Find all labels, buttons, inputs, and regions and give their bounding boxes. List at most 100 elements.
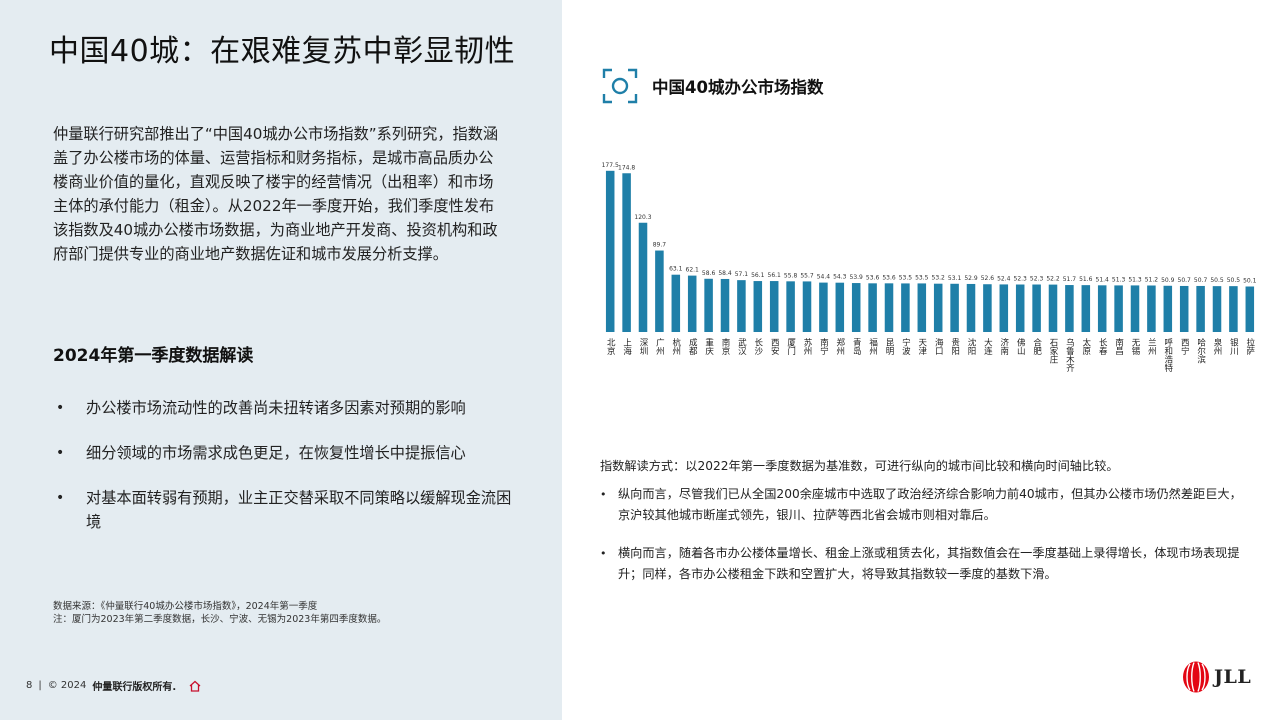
value-label-34: 50.9 bbox=[1161, 277, 1175, 284]
key-findings-list: 办公楼市场流动性的改善尚未扭转诸多因素对预期的影响 细分领域的市场需求成色更足，… bbox=[53, 396, 513, 555]
tick-label-10: 西安 bbox=[769, 338, 779, 356]
value-label-7: 58.4 bbox=[718, 270, 732, 277]
intro-paragraph: 仲量联行研究部推出了“中国40城办公市场指数”系列研究，指数涵盖了办公楼市场的体… bbox=[53, 125, 499, 263]
tick-label-2: 深圳 bbox=[638, 338, 648, 356]
copyright-prefix: © 2024 bbox=[47, 680, 87, 691]
tick-label-25: 佛山 bbox=[1015, 337, 1025, 356]
bar-20 bbox=[933, 283, 943, 332]
tick-label-18: 宁波 bbox=[900, 337, 910, 356]
bar-4 bbox=[671, 274, 681, 332]
bar-9 bbox=[753, 281, 763, 332]
tick-label-9: 长沙 bbox=[753, 337, 763, 355]
tick-label-8: 武汉 bbox=[736, 337, 746, 356]
tick-label-21: 贵阳 bbox=[950, 337, 960, 356]
tick-label-27: 石家庄 bbox=[1048, 338, 1058, 364]
bar-chart: 177.5 北京 174.8 上海 120.3 深圳 89.7 广州 63.1 杭州 62.1 成都 5… bbox=[602, 162, 1257, 373]
bar-27 bbox=[1048, 284, 1058, 332]
section-heading: 2024年第一季度数据解读 bbox=[53, 346, 254, 366]
value-label-6: 58.6 bbox=[702, 270, 716, 277]
bar-30 bbox=[1097, 285, 1107, 332]
bar-31 bbox=[1114, 285, 1123, 332]
bar-17 bbox=[884, 283, 894, 332]
page-title: 中国40城：在艰难复苏中彰显韧性 bbox=[49, 34, 516, 69]
value-label-15: 53.9 bbox=[850, 274, 864, 281]
bar-12 bbox=[802, 281, 812, 332]
value-label-14: 54.3 bbox=[833, 274, 847, 281]
value-label-21: 53.1 bbox=[948, 275, 962, 282]
tick-label-5: 成都 bbox=[687, 337, 697, 356]
value-label-8: 57.1 bbox=[735, 271, 749, 278]
tick-label-28: 乌鲁木齐 bbox=[1064, 337, 1074, 373]
home-icon[interactable] bbox=[188, 679, 202, 693]
bar-16 bbox=[868, 283, 877, 332]
value-label-18: 53.5 bbox=[899, 274, 913, 281]
tick-label-12: 苏州 bbox=[802, 337, 812, 355]
chart-header: 中国40城办公市场指数 bbox=[602, 68, 823, 104]
value-label-27: 52.2 bbox=[1046, 276, 1060, 283]
copyright-owner: 仲量联行版权所有. bbox=[92, 682, 177, 693]
tick-label-13: 南宁 bbox=[818, 337, 828, 355]
value-label-38: 50.5 bbox=[1227, 277, 1241, 284]
bar-21 bbox=[950, 283, 959, 332]
value-label-29: 51.6 bbox=[1079, 276, 1093, 283]
tick-label-32: 无锡 bbox=[1130, 338, 1140, 356]
tick-label-1: 上海 bbox=[622, 338, 632, 356]
tick-label-36: 哈尔滨 bbox=[1196, 337, 1206, 364]
value-label-11: 55.8 bbox=[784, 272, 798, 279]
source-footnote: 注：厦门为2023年第二季度数据，长沙、宁波、无锡为2023年第四季度数据。 bbox=[53, 614, 387, 625]
jll-logo: JLL bbox=[1182, 660, 1251, 694]
tick-label-38: 银川 bbox=[1228, 337, 1238, 355]
interpretation-point: 纵向而言，尽管我们已从全国200余座城市中选取了政治经济综合影响力前40城市，但… bbox=[598, 484, 1248, 526]
interpretation-intro: 指数解读方式：以2022年第一季度数据为基准数，可进行纵向的城市间比较和横向时间… bbox=[600, 459, 1119, 473]
finding-item: 对基本面转弱有预期，业主正交替采取不同策略以缓解现金流困境 bbox=[53, 486, 513, 534]
value-label-22: 52.9 bbox=[964, 275, 978, 282]
bar-5 bbox=[687, 275, 697, 332]
tick-label-11: 厦门 bbox=[786, 338, 796, 356]
value-label-1: 174.8 bbox=[618, 164, 635, 171]
value-label-20: 53.2 bbox=[932, 275, 946, 282]
value-label-31: 51.3 bbox=[1112, 276, 1126, 283]
tick-label-24: 济南 bbox=[999, 337, 1009, 355]
value-label-19: 53.5 bbox=[915, 274, 929, 281]
tick-label-39: 拉萨 bbox=[1245, 337, 1255, 356]
bar-28 bbox=[1065, 285, 1074, 332]
bar-35 bbox=[1179, 285, 1189, 332]
value-label-35: 50.7 bbox=[1178, 277, 1192, 284]
bar-32 bbox=[1130, 285, 1140, 332]
logo-text: JLL bbox=[1214, 666, 1252, 688]
footer-separator: | bbox=[38, 680, 42, 691]
bar-23 bbox=[983, 284, 992, 332]
value-label-13: 54.4 bbox=[817, 274, 831, 281]
bar-36 bbox=[1196, 285, 1205, 332]
jll-logo-mark bbox=[1183, 661, 1209, 693]
finding-item: 办公楼市场流动性的改善尚未扭转诸多因素对预期的影响 bbox=[53, 396, 513, 420]
tick-label-22: 沈阳 bbox=[966, 337, 976, 356]
tick-label-6: 重庆 bbox=[704, 337, 714, 356]
chart-title: 中国40城办公市场指数 bbox=[652, 78, 824, 97]
tick-label-15: 青岛 bbox=[851, 337, 861, 356]
bar-0 bbox=[605, 170, 615, 332]
tick-label-34: 呼和浩特 bbox=[1163, 337, 1173, 372]
value-label-24: 52.4 bbox=[997, 275, 1011, 282]
tick-label-16: 福州 bbox=[868, 337, 878, 355]
tick-label-19: 天津 bbox=[917, 338, 927, 356]
bar-25 bbox=[1015, 284, 1025, 332]
value-label-3: 89.7 bbox=[653, 242, 667, 249]
tick-label-20: 海口 bbox=[933, 337, 943, 355]
bar-24 bbox=[999, 284, 1009, 332]
tick-label-35: 西宁 bbox=[1179, 338, 1189, 355]
value-label-5: 62.1 bbox=[686, 267, 700, 274]
bar-22 bbox=[966, 283, 976, 332]
bar-38 bbox=[1229, 286, 1238, 332]
bar-34 bbox=[1163, 285, 1173, 332]
bar-7 bbox=[720, 278, 730, 332]
bar-18 bbox=[901, 283, 910, 332]
tick-label-17: 昆明 bbox=[884, 338, 894, 356]
value-label-0: 177.5 bbox=[602, 162, 619, 169]
value-label-28: 51.7 bbox=[1063, 276, 1077, 283]
tick-label-30: 长春 bbox=[1097, 337, 1107, 356]
value-label-36: 50.7 bbox=[1194, 277, 1208, 284]
tick-label-4: 杭州 bbox=[671, 337, 681, 355]
bar-19 bbox=[917, 283, 927, 332]
tick-label-26: 合肥 bbox=[1032, 337, 1042, 356]
